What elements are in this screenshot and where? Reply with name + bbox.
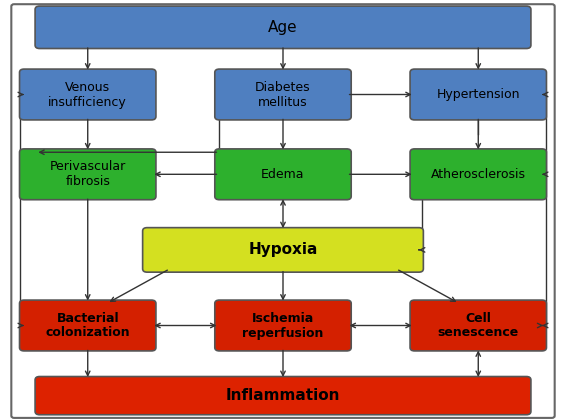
Text: Edema: Edema: [261, 168, 305, 181]
FancyBboxPatch shape: [35, 6, 531, 49]
Text: Perivascular
fibrosis: Perivascular fibrosis: [50, 160, 126, 188]
FancyBboxPatch shape: [410, 149, 546, 200]
FancyBboxPatch shape: [143, 228, 423, 272]
FancyBboxPatch shape: [215, 300, 351, 351]
Text: Atherosclerosis: Atherosclerosis: [431, 168, 526, 181]
FancyBboxPatch shape: [215, 149, 351, 200]
Text: Hypoxia: Hypoxia: [248, 242, 318, 257]
Text: Hypertension: Hypertension: [436, 88, 520, 101]
FancyBboxPatch shape: [19, 300, 156, 351]
FancyBboxPatch shape: [215, 69, 351, 120]
Text: Venous
insufficiency: Venous insufficiency: [48, 81, 127, 108]
Text: Inflammation: Inflammation: [226, 388, 340, 403]
FancyBboxPatch shape: [410, 69, 546, 120]
FancyBboxPatch shape: [410, 300, 546, 351]
FancyBboxPatch shape: [19, 69, 156, 120]
Text: Diabetes
mellitus: Diabetes mellitus: [255, 81, 311, 108]
Text: Bacterial
colonization: Bacterial colonization: [45, 312, 130, 339]
FancyBboxPatch shape: [19, 149, 156, 200]
Text: Age: Age: [268, 20, 298, 35]
FancyBboxPatch shape: [35, 376, 531, 415]
Text: Ischemia
reperfusion: Ischemia reperfusion: [242, 312, 324, 339]
Text: Cell
senescence: Cell senescence: [438, 312, 519, 339]
